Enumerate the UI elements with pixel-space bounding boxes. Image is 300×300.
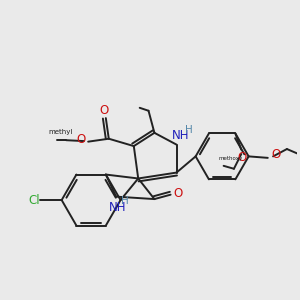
Text: methyl: methyl <box>48 129 72 135</box>
Text: O: O <box>173 187 183 200</box>
Text: O: O <box>238 152 247 164</box>
Text: O: O <box>100 104 109 117</box>
Text: NH: NH <box>172 129 190 142</box>
Text: NH: NH <box>109 201 126 214</box>
Text: Cl: Cl <box>28 194 40 207</box>
Text: methoxy: methoxy <box>218 156 242 161</box>
Text: H: H <box>185 125 193 136</box>
Text: H: H <box>121 196 129 206</box>
Text: O: O <box>77 133 86 146</box>
Text: O: O <box>271 148 280 161</box>
